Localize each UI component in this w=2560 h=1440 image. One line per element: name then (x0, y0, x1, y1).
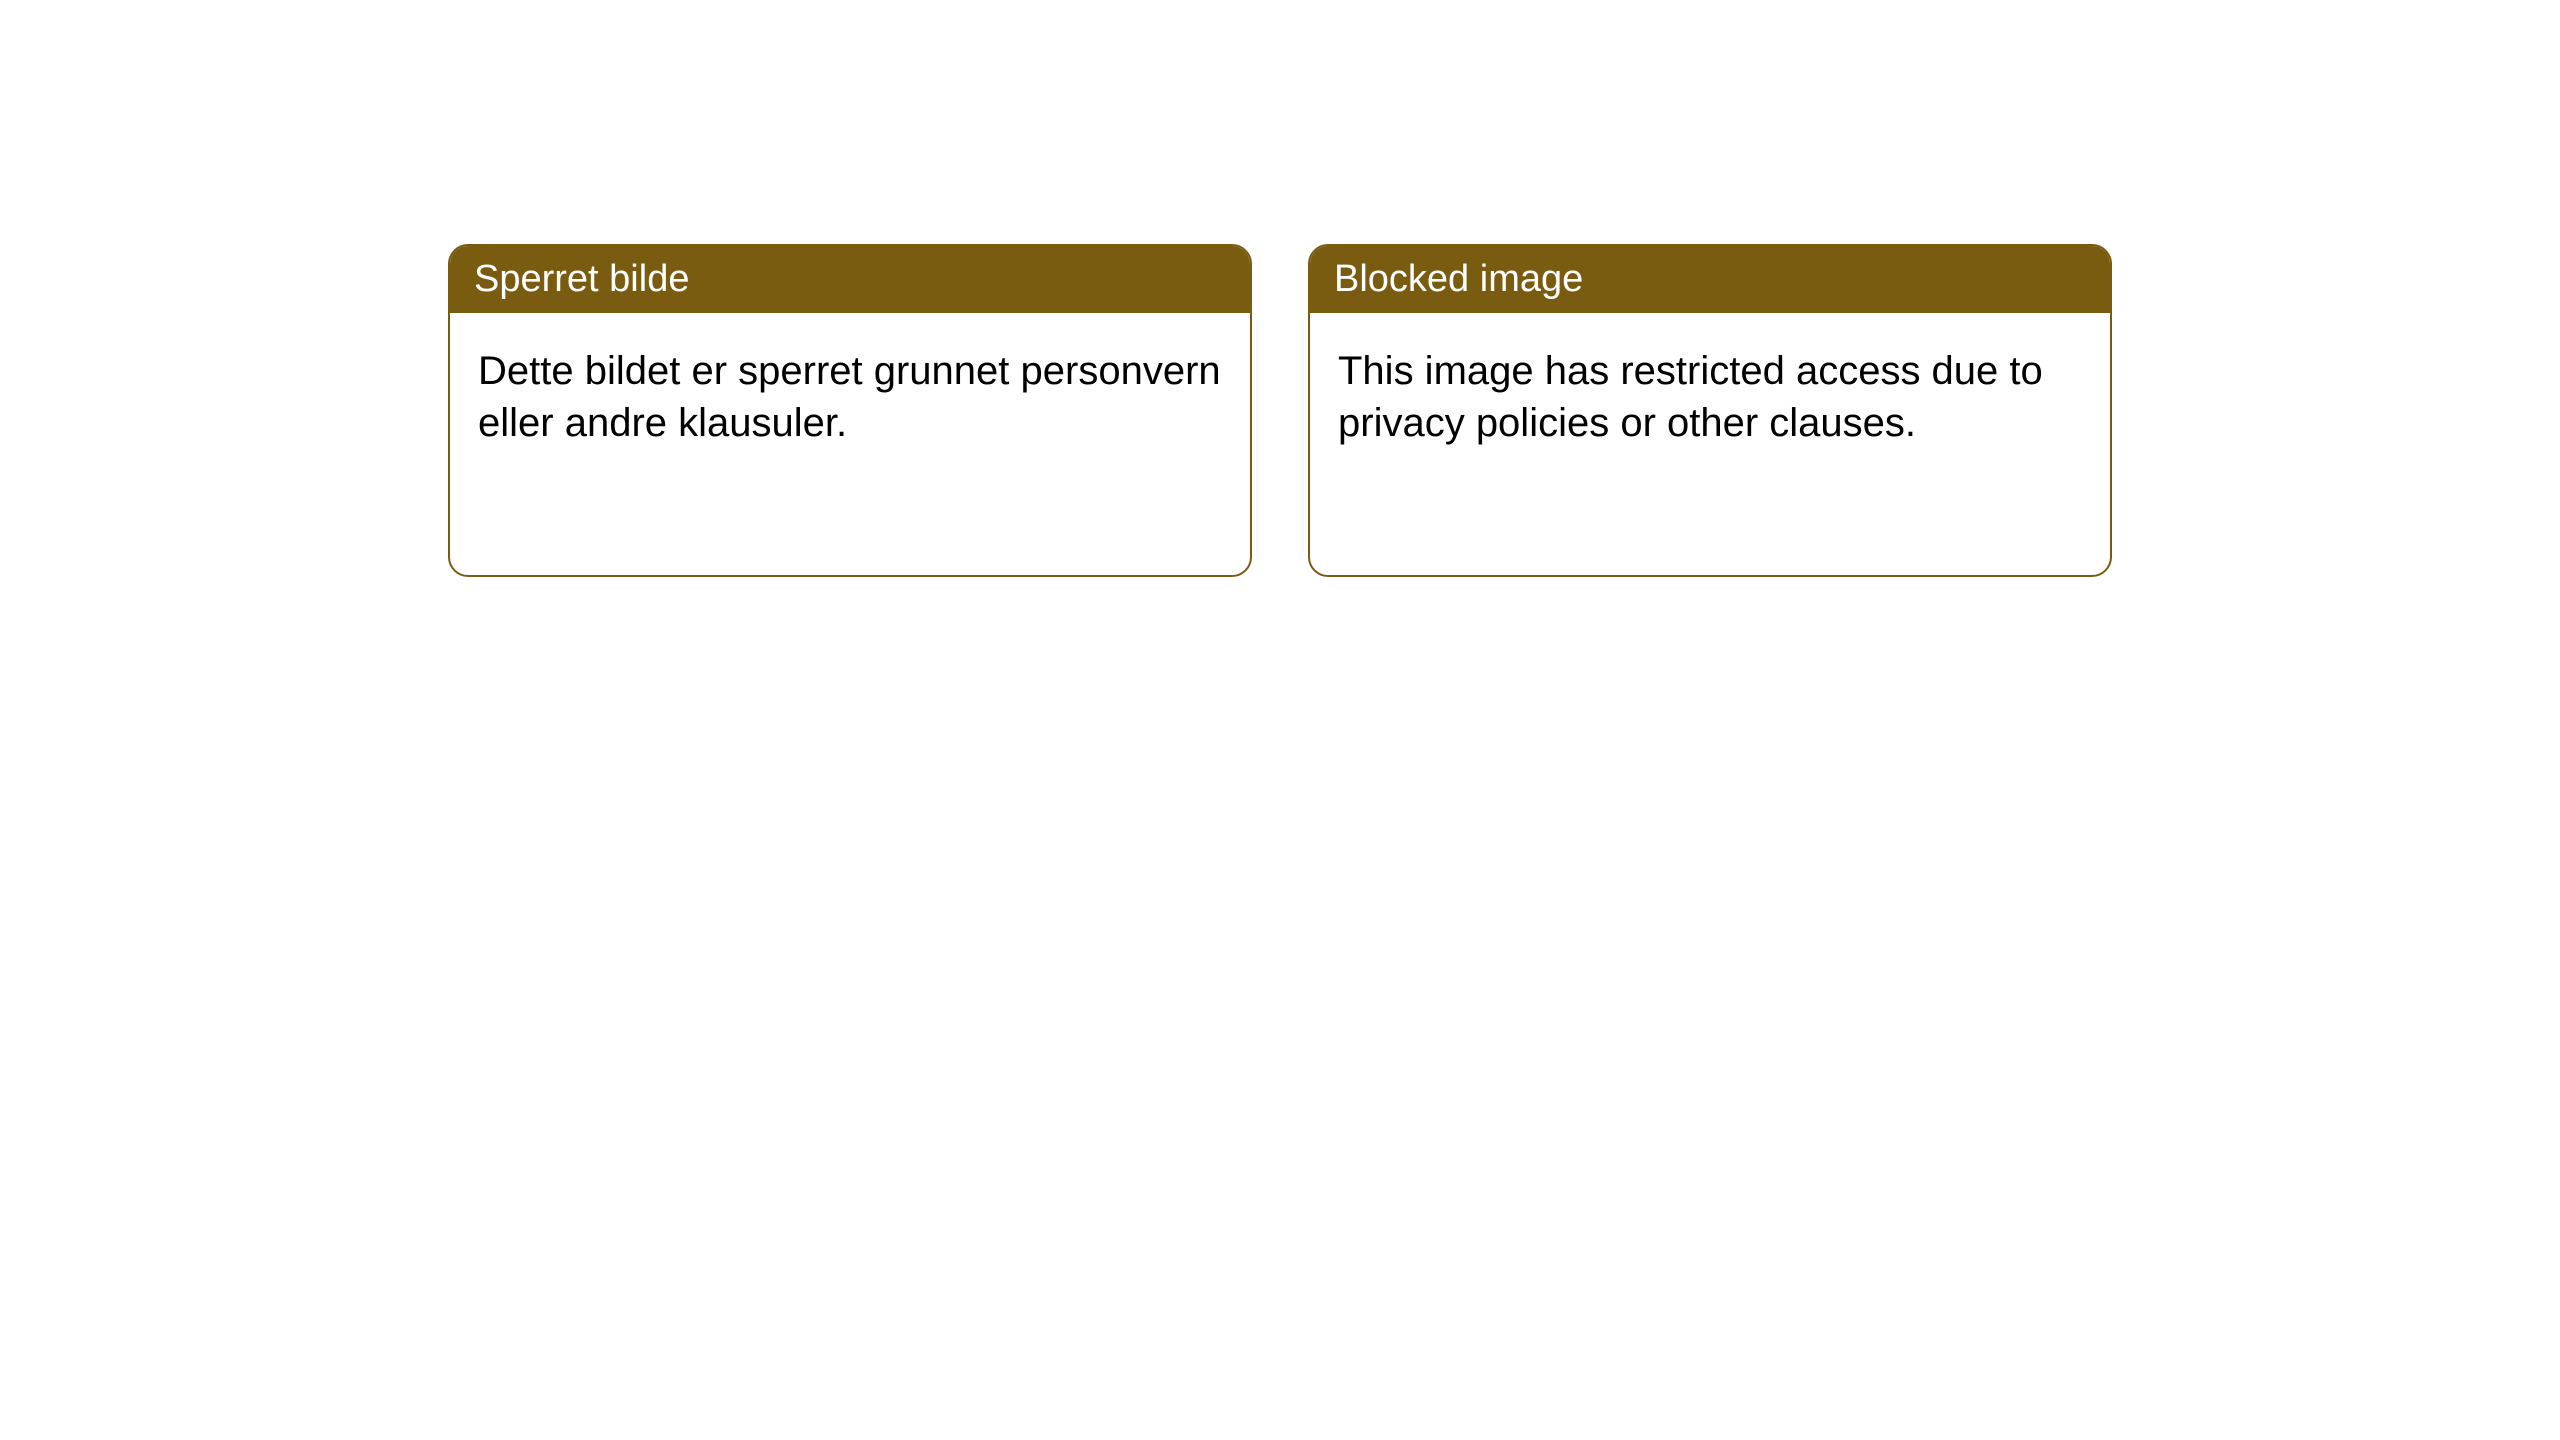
notice-container: Sperret bilde Dette bildet er sperret gr… (0, 0, 2560, 577)
notice-card-english: Blocked image This image has restricted … (1308, 244, 2112, 577)
card-header-english: Blocked image (1310, 246, 2110, 313)
card-body-norwegian: Dette bildet er sperret grunnet personve… (450, 313, 1250, 481)
notice-card-norwegian: Sperret bilde Dette bildet er sperret gr… (448, 244, 1252, 577)
card-body-english: This image has restricted access due to … (1310, 313, 2110, 481)
card-header-norwegian: Sperret bilde (450, 246, 1250, 313)
